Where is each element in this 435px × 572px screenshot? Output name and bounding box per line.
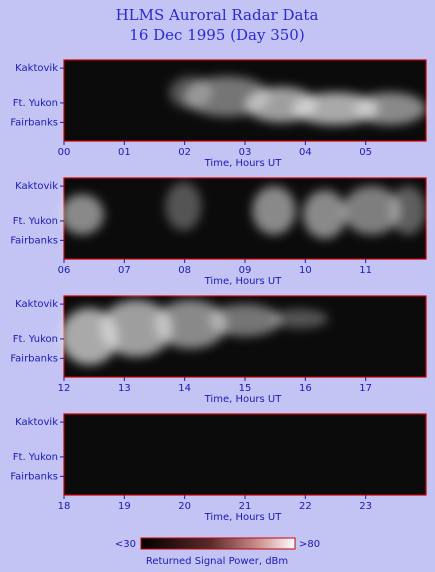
x-tick-label: 01 xyxy=(118,147,131,158)
echo xyxy=(165,182,202,231)
y-label: Ft. Yukon xyxy=(13,98,58,109)
x-tick-label: 09 xyxy=(239,265,252,276)
colorbar-min: <30 xyxy=(115,539,136,550)
x-tick-label: 07 xyxy=(118,265,131,276)
echo xyxy=(353,92,426,125)
echo-layer xyxy=(60,300,329,365)
colorbar-max: >80 xyxy=(299,539,320,550)
x-tick-label: 19 xyxy=(118,501,131,512)
y-label: Fairbanks xyxy=(10,471,58,482)
x-tick-label: 22 xyxy=(299,501,312,512)
x-tick-label: 00 xyxy=(58,147,71,158)
echo-layer xyxy=(60,182,426,239)
x-tick-label: 04 xyxy=(299,147,312,158)
colorbar-label: Returned Signal Power, dBm xyxy=(146,556,288,567)
y-label: Fairbanks xyxy=(10,235,58,246)
x-axis-label: Time, Hours UT xyxy=(204,158,283,169)
y-label: Fairbanks xyxy=(10,353,58,364)
title: HLMS Auroral Radar Data xyxy=(116,6,319,24)
echo xyxy=(292,92,379,125)
panel xyxy=(60,177,427,260)
x-tick-label: 06 xyxy=(58,265,71,276)
x-tick-label: 23 xyxy=(359,501,372,512)
x-tick-label: 15 xyxy=(239,383,252,394)
y-label: Kaktovik xyxy=(15,63,58,74)
x-tick-label: 08 xyxy=(178,265,191,276)
x-tick-label: 21 xyxy=(239,501,252,512)
y-label: Kaktovik xyxy=(15,299,58,310)
echo xyxy=(154,300,227,349)
echo xyxy=(208,304,282,337)
x-tick-label: 14 xyxy=(178,383,191,394)
y-label: Kaktovik xyxy=(15,181,58,192)
echo xyxy=(389,186,426,235)
x-tick-label: 02 xyxy=(178,147,191,158)
panel xyxy=(60,295,427,378)
echo xyxy=(252,186,296,235)
x-axis-label: Time, Hours UT xyxy=(204,512,283,523)
echo-layer xyxy=(168,76,426,125)
y-label: Fairbanks xyxy=(10,117,58,128)
echo xyxy=(302,190,347,239)
subtitle: 16 Dec 1995 (Day 350) xyxy=(129,26,304,44)
echo xyxy=(342,186,401,235)
panel xyxy=(63,413,427,496)
x-tick-label: 12 xyxy=(58,383,71,394)
echo xyxy=(60,194,104,235)
x-tick-label: 03 xyxy=(239,147,252,158)
y-label: Ft. Yukon xyxy=(13,216,58,227)
plot-area xyxy=(63,413,427,496)
y-label: Ft. Yukon xyxy=(13,452,58,463)
y-label: Ft. Yukon xyxy=(13,334,58,345)
echo xyxy=(270,308,329,329)
x-tick-label: 17 xyxy=(359,383,372,394)
y-label: Kaktovik xyxy=(15,417,58,428)
echo xyxy=(168,76,213,109)
x-axis-label: Time, Hours UT xyxy=(204,394,283,405)
x-tick-label: 10 xyxy=(299,265,312,276)
x-tick-label: 20 xyxy=(178,501,191,512)
x-tick-label: 16 xyxy=(299,383,312,394)
panel xyxy=(63,59,427,142)
x-axis-label: Time, Hours UT xyxy=(204,276,283,287)
colorbar xyxy=(140,537,296,550)
x-tick-label: 13 xyxy=(118,383,131,394)
echo xyxy=(100,300,173,357)
x-tick-label: 11 xyxy=(359,265,372,276)
x-tick-label: 18 xyxy=(58,501,71,512)
x-tick-label: 05 xyxy=(359,147,372,158)
